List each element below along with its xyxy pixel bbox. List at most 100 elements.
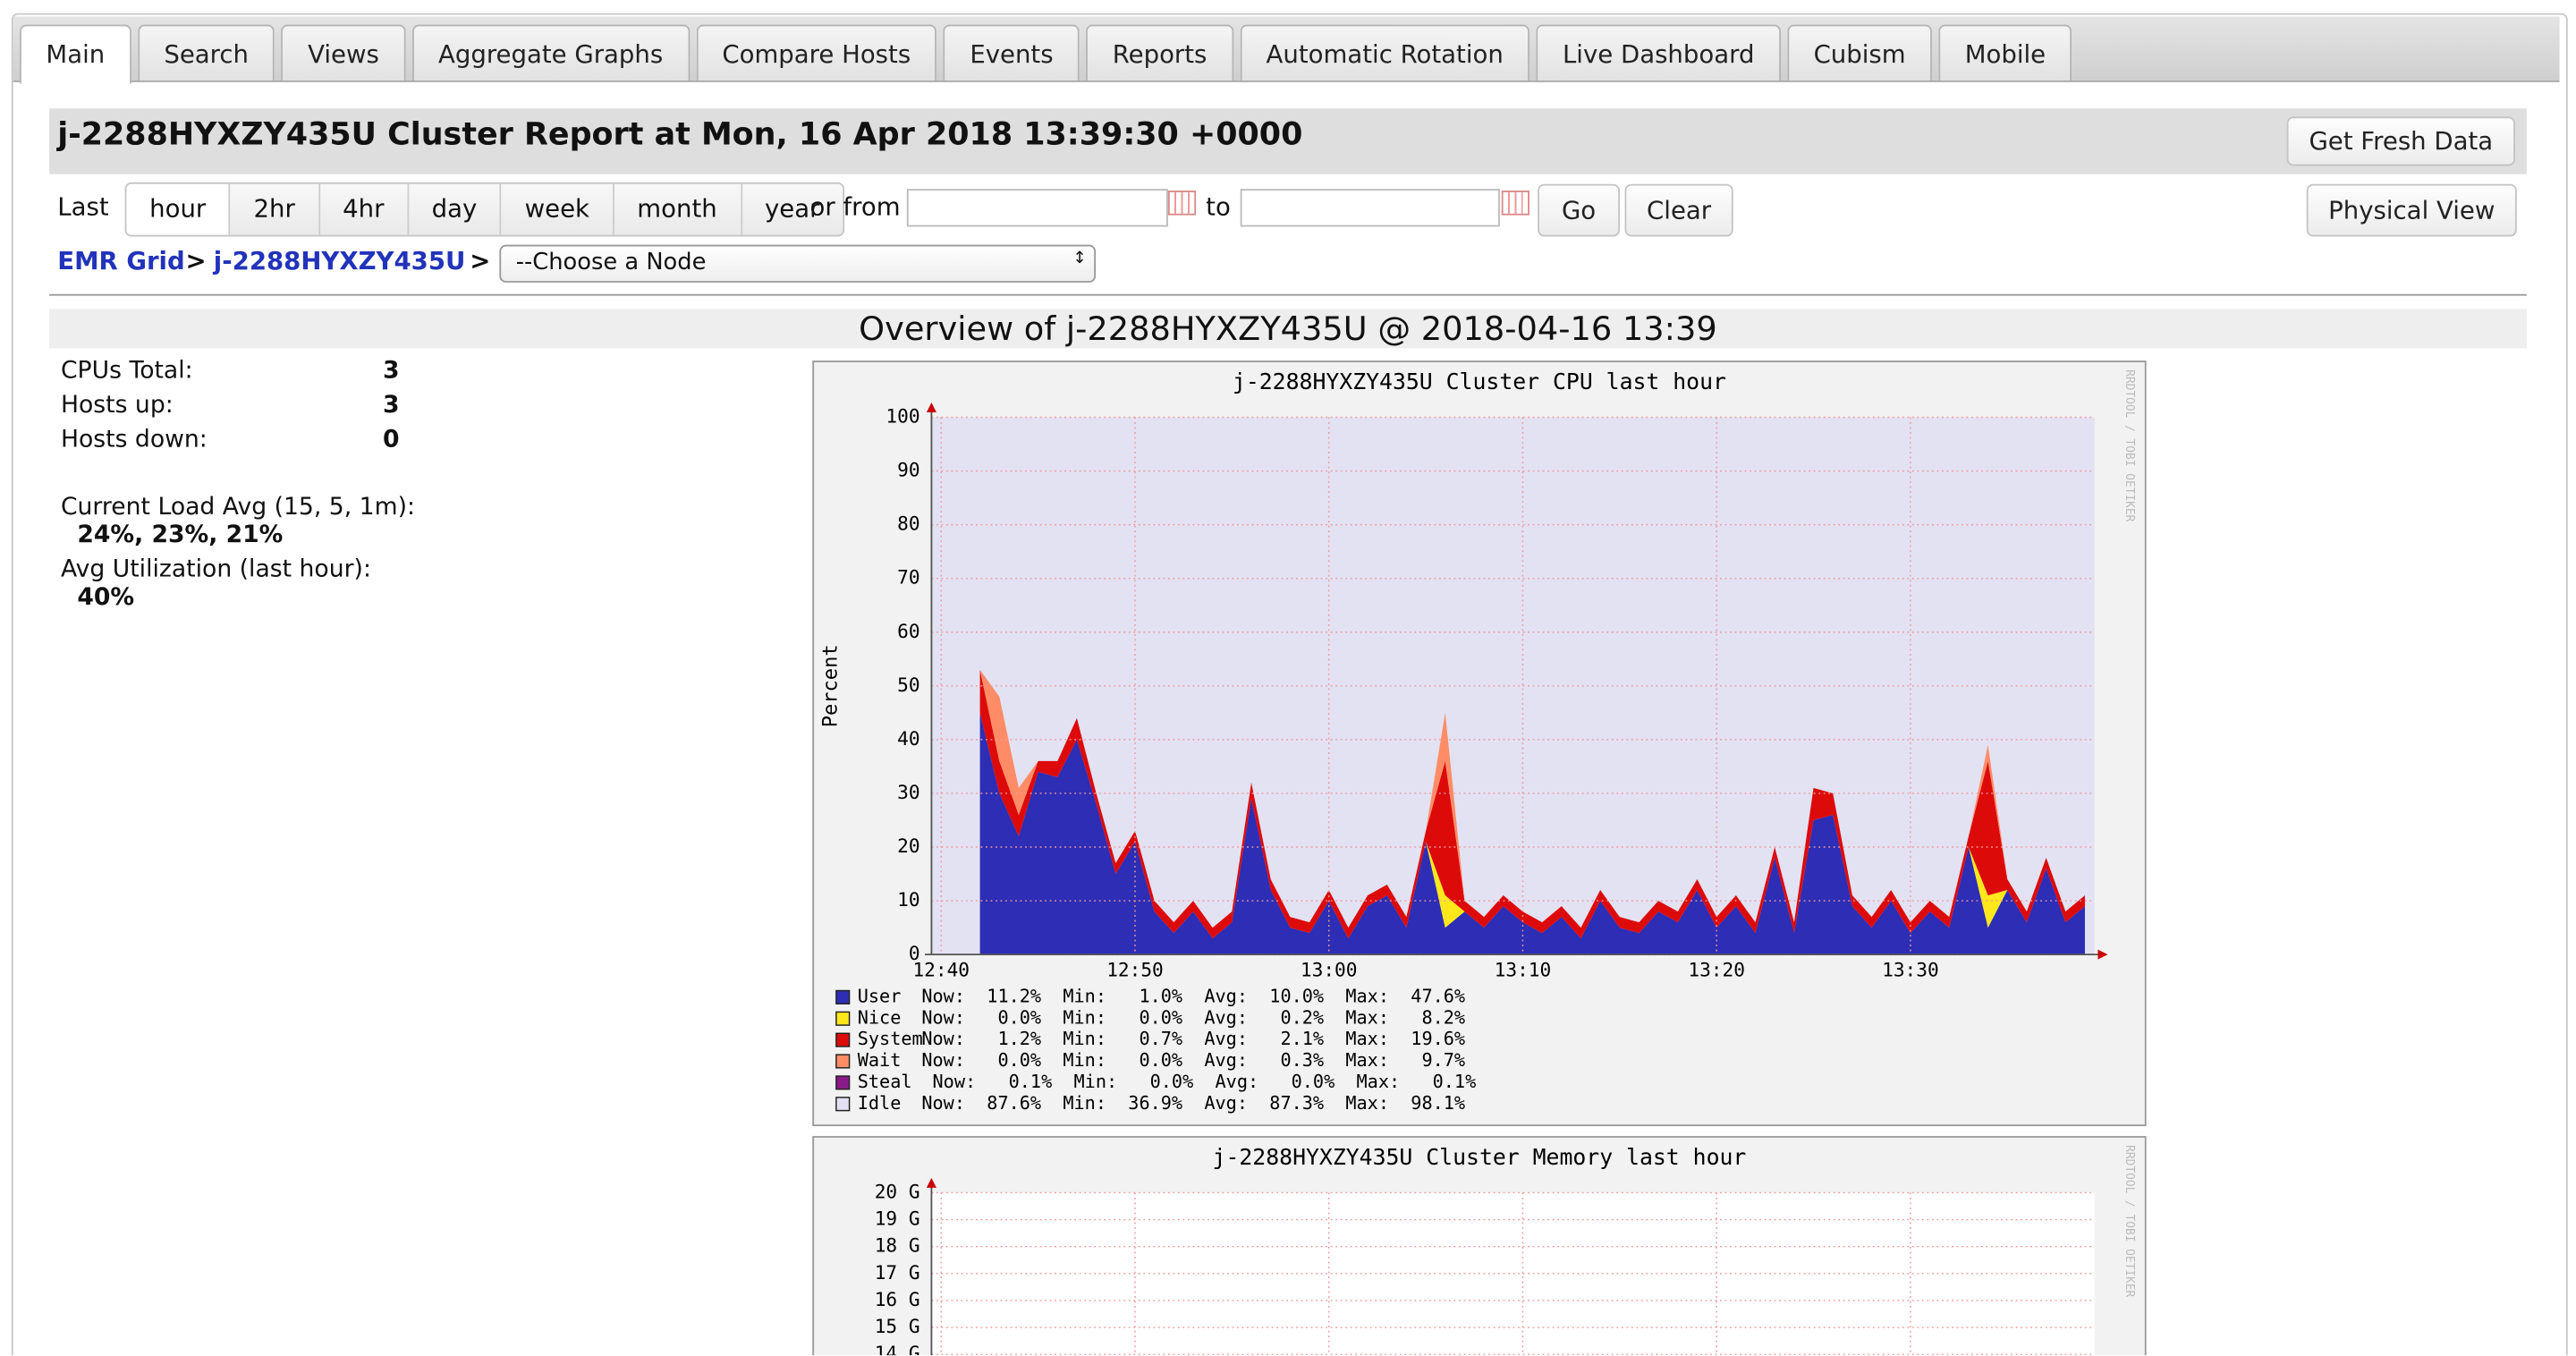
- range-option[interactable]: day: [407, 183, 501, 235]
- x-tick-label: 12:40: [912, 958, 970, 980]
- load-value: 24%, 23%, 21%: [77, 522, 284, 549]
- x-tick-label: 13:20: [1688, 958, 1745, 980]
- tab[interactable]: Reports: [1086, 24, 1233, 81]
- y-tick-label: 70: [897, 566, 919, 589]
- frame: [11, 13, 2568, 1356]
- legend-stats: Now: 87.6% Min: 36.9% Avg: 87.3% Max: 98…: [921, 1092, 1465, 1114]
- tab[interactable]: Main: [20, 24, 131, 84]
- y-tick-label: 60: [897, 620, 919, 642]
- tab[interactable]: Live Dashboard: [1536, 24, 1781, 81]
- range-option[interactable]: 4hr: [318, 183, 408, 235]
- to-input[interactable]: [1240, 189, 1500, 227]
- tab[interactable]: Views: [281, 24, 406, 81]
- cluster-link[interactable]: j-2288HYXZY435U: [213, 246, 466, 276]
- to-label: to: [1206, 191, 1231, 222]
- tab[interactable]: Compare Hosts: [695, 24, 937, 81]
- y-tick-label: 80: [897, 513, 919, 535]
- header-bar: [49, 108, 2527, 174]
- calendar-icon[interactable]: [1167, 191, 1197, 216]
- clear-button[interactable]: Clear: [1624, 183, 1733, 237]
- separator: >: [185, 246, 207, 276]
- y-axis-arrow: [926, 1177, 936, 1188]
- range-group: hour 2hr 4hr day week month year: [124, 182, 845, 237]
- stat-row: Hosts down: 0: [61, 428, 422, 462]
- y-tick-label: 40: [897, 727, 919, 750]
- util-value: 40%: [77, 584, 135, 612]
- y-axis-label: Percent: [819, 644, 842, 727]
- watermark: RRDTOOL / TOBI OETIKER: [2123, 369, 2136, 521]
- range-option[interactable]: week: [500, 183, 613, 235]
- range-option[interactable]: hour: [126, 183, 229, 235]
- legend-swatch: [835, 1011, 851, 1026]
- load-label: Current Load Avg (15, 5, 1m):: [60, 494, 415, 521]
- tab[interactable]: Aggregate Graphs: [411, 24, 690, 81]
- legend-name: Wait: [858, 1049, 902, 1071]
- x-tick-label: 13:00: [1301, 958, 1358, 980]
- legend-swatch: [835, 1054, 851, 1069]
- legend-stats: Now: 1.2% Min: 0.7% Avg: 2.1% Max: 19.6%: [921, 1028, 1465, 1049]
- y-tick-label: 30: [897, 781, 919, 803]
- y-tick-label: 17 G: [875, 1261, 920, 1284]
- from-label: or from: [809, 191, 901, 222]
- y-tick-label: 14 G: [875, 1342, 920, 1355]
- chart-title: j-2288HYXZY435U Cluster CPU last hour: [1233, 369, 1726, 394]
- overview-title: Overview of j-2288HYXZY435U @ 2018-04-16…: [49, 309, 2527, 349]
- y-tick-label: 20: [897, 835, 919, 857]
- tab[interactable]: Search: [137, 24, 275, 81]
- tab[interactable]: Events: [943, 24, 1080, 81]
- range-option[interactable]: month: [612, 183, 741, 235]
- report-title: j-2288HYXZY435U Cluster Report at Mon, 1…: [57, 116, 1303, 153]
- x-tick-label: 12:50: [1106, 958, 1164, 980]
- legend-swatch: [835, 1032, 851, 1047]
- tab[interactable]: Automatic Rotation: [1240, 24, 1530, 81]
- tab[interactable]: Mobile: [1938, 24, 2072, 81]
- stat-value: 3: [382, 358, 400, 385]
- legend-name: Nice: [858, 1006, 902, 1028]
- legend-stats: Now: 11.2% Min: 1.0% Avg: 10.0% Max: 47.…: [921, 985, 1465, 1006]
- legend-swatch: [835, 1075, 851, 1090]
- stat-row: Hosts up: 3: [61, 393, 422, 428]
- stat-label: Hosts down:: [60, 427, 208, 453]
- y-tick-label: 20 G: [875, 1180, 920, 1202]
- range-option[interactable]: year: [740, 183, 843, 235]
- legend-name: System: [858, 1028, 923, 1049]
- tab[interactable]: Cubism: [1787, 24, 1933, 81]
- chart-title: j-2288HYXZY435U Cluster Memory last hour: [1213, 1144, 1747, 1170]
- legend-swatch: [835, 1097, 851, 1112]
- stat-value: 0: [382, 427, 400, 453]
- stat-label: Hosts up:: [60, 392, 174, 420]
- y-tick-label: 0: [909, 942, 920, 964]
- fresh-button[interactable]: Get Fresh Data: [2286, 116, 2515, 166]
- range-option[interactable]: 2hr: [228, 183, 318, 235]
- legend-swatch: [835, 989, 851, 1004]
- legend-name: Idle: [858, 1092, 902, 1114]
- area-user: [979, 712, 2085, 955]
- go-button[interactable]: Go: [1538, 183, 1620, 237]
- physical-view-button[interactable]: Physical View: [2306, 183, 2517, 237]
- x-tick-label: 13:30: [1882, 958, 1939, 980]
- y-tick-label: 19 G: [875, 1208, 920, 1230]
- y-tick-label: 100: [886, 405, 919, 428]
- from-input[interactable]: [906, 189, 1168, 227]
- stat-label: CPUs Total:: [60, 358, 193, 385]
- separator: >: [470, 246, 491, 276]
- y-tick-label: 50: [897, 674, 919, 696]
- util-label: Avg Utilization (last hour):: [60, 556, 371, 584]
- legend-stats: Now: 0.1% Min: 0.0% Avg: 0.0% Max: 0.1%: [921, 1071, 1476, 1092]
- y-tick-label: 16 G: [875, 1288, 920, 1310]
- legend-name: Steal: [858, 1071, 912, 1092]
- divider: [49, 293, 2527, 296]
- legend-name: User: [858, 985, 902, 1006]
- calendar-icon[interactable]: [1501, 191, 1530, 216]
- x-tick-label: 13:10: [1495, 958, 1552, 980]
- legend-stats: Now: 0.0% Min: 0.0% Avg: 0.2% Max: 8.2%: [921, 1006, 1465, 1028]
- stat-row: CPUs Total: 3: [61, 358, 422, 393]
- range-label: Last: [57, 191, 109, 222]
- legend-stats: Now: 0.0% Min: 0.0% Avg: 0.3% Max: 9.7%: [921, 1049, 1465, 1071]
- node-select[interactable]: --Choose a Node: [499, 244, 1097, 283]
- y-tick-label: 10: [897, 888, 919, 911]
- grid-link[interactable]: EMR Grid: [57, 246, 185, 276]
